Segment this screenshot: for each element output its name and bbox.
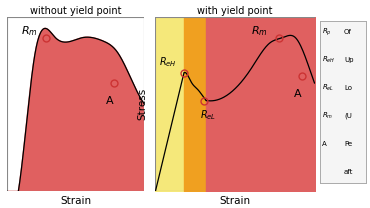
Text: (U: (U (344, 113, 352, 119)
Text: Strain: Strain (60, 196, 91, 206)
Text: A: A (294, 89, 302, 99)
Text: aft: aft (344, 169, 353, 175)
Text: $R_m$: $R_m$ (21, 24, 38, 38)
Text: $R_p$: $R_p$ (322, 26, 332, 38)
Text: Of: Of (344, 29, 352, 35)
Title: with yield point: with yield point (197, 6, 273, 16)
Text: A: A (106, 96, 114, 106)
Text: $R_{eL}$: $R_{eL}$ (322, 83, 334, 93)
Text: Pe: Pe (344, 141, 352, 147)
Text: $R_{eH}$: $R_{eH}$ (159, 56, 176, 69)
Text: Strain: Strain (219, 196, 250, 206)
Text: Up: Up (344, 57, 354, 63)
Text: Stress: Stress (138, 88, 148, 120)
Text: Lo: Lo (344, 85, 352, 91)
Text: A: A (322, 141, 327, 147)
Text: $R_{eH}$: $R_{eH}$ (322, 55, 336, 65)
Title: without yield point: without yield point (30, 6, 122, 16)
Text: $R_m$: $R_m$ (251, 24, 268, 38)
Text: $R_m$: $R_m$ (322, 111, 334, 121)
Polygon shape (7, 28, 144, 208)
Text: $R_{eL}$: $R_{eL}$ (200, 108, 216, 122)
